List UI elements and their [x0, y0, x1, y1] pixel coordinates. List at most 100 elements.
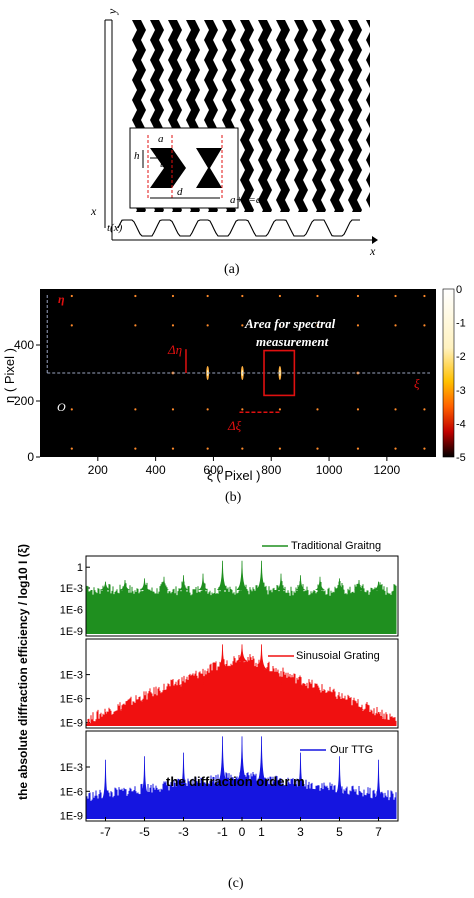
c-y-axis-title: the absolute diffraction efficiency / lo… — [16, 543, 30, 800]
x-tick-label: 600 — [203, 463, 223, 477]
colorbar-tick-label: -5 — [456, 452, 466, 464]
diffraction-peak — [256, 644, 267, 670]
x-tick-label: -1 — [217, 825, 228, 839]
spectral-spot — [394, 447, 397, 450]
spectrum-noise-fill — [86, 581, 397, 634]
spectral-spot — [171, 408, 175, 411]
spectral-spot — [316, 324, 319, 327]
x-tick-label: 1000 — [316, 463, 343, 477]
grating-figure — [104, 19, 378, 244]
diffraction-peak — [139, 699, 150, 702]
spectral-spot — [278, 324, 282, 327]
panel-a-label: (a) — [224, 262, 240, 277]
spectral-spot — [356, 408, 360, 411]
y-tick-label: 1E-9 — [60, 718, 83, 730]
diffraction-peak — [158, 576, 170, 590]
xi-marker: ξ — [414, 376, 420, 391]
colorbar-tick-label: 0 — [456, 284, 462, 296]
diffraction-chart: 1 1E-3 1E-6 1E-9 1E-3 1E-6 1E-9 1E-3 1E-6 1E-9 -7 -… — [60, 545, 399, 839]
y-tick-label: 1E-3 — [60, 762, 83, 774]
diffraction-peak — [119, 579, 131, 590]
x-tick-label: 200 — [88, 463, 108, 477]
panel-b-label: (b) — [225, 490, 242, 505]
diffraction-peak — [353, 579, 365, 590]
spectral-spot — [394, 294, 397, 298]
inset-h-label: h — [134, 150, 140, 162]
x-axis-title: ξ ( Pixel ) — [207, 468, 261, 483]
eta-marker: η — [58, 292, 65, 306]
x-tick-label: -3 — [178, 825, 189, 839]
x-tick-label: 400 — [146, 463, 166, 477]
diffraction-peak — [197, 676, 209, 686]
y-tick-label: 1E-3 — [60, 583, 83, 595]
y-tick-label: 1E-6 — [60, 605, 83, 617]
y-tick-label: 1E-6 — [60, 694, 83, 706]
diffraction-peak — [295, 684, 306, 691]
spectrum-panel-frame — [85, 555, 399, 637]
diffraction-peak — [256, 560, 267, 590]
spectral-spot — [134, 294, 137, 298]
diffraction-peak — [275, 573, 287, 590]
spectral-spot — [241, 294, 244, 298]
spectral-spot — [171, 324, 175, 327]
y-tick-label: 1E-9 — [60, 811, 83, 823]
t-x-waveform — [117, 219, 360, 237]
origin-marker: O — [57, 400, 66, 414]
colorbar-tick-label: -2 — [456, 351, 466, 363]
diffraction-peak — [197, 573, 209, 590]
spectral-spot — [206, 324, 209, 327]
delta-eta-label: Δη — [168, 342, 183, 357]
legend-traditional: Traditional Graitng — [291, 540, 382, 552]
diffraction-peak — [139, 756, 150, 795]
spectral-spot — [171, 294, 175, 298]
diffraction-peak — [295, 575, 306, 590]
diffraction-peak — [314, 692, 326, 696]
spectral-spot — [316, 294, 319, 298]
diffraction-peak — [256, 736, 267, 784]
spectral-spot — [241, 447, 244, 450]
spectral-spot — [206, 447, 209, 450]
axis-x-left-label: x — [91, 204, 97, 218]
c-x-axis-title: the diffraction order m — [166, 774, 305, 789]
diffraction-peak — [373, 759, 384, 800]
diffraction-peak — [217, 560, 228, 590]
x-tick-label: 0 — [239, 825, 246, 839]
diffraction-peak — [275, 676, 287, 686]
x-tick-label: -7 — [100, 825, 111, 839]
diffraction-peak — [217, 644, 228, 670]
diffraction-peak — [236, 644, 248, 662]
diffraction-peak — [178, 684, 189, 691]
y-tick-label: 400 — [14, 338, 34, 352]
x-tick-label: 3 — [297, 825, 304, 839]
spectral-spot — [356, 447, 360, 450]
axis-x-label: x — [370, 244, 376, 258]
spectral-spot — [316, 408, 319, 411]
y-axis-title: η ( Pixel ) — [1, 348, 17, 403]
spectrum-heatmap: 200 400 600 800 1000 1200 0 200 400 0 -1 -2 -3 -4 -5 — [14, 284, 466, 477]
y-tick-label: 200 — [14, 394, 34, 408]
measurement-box — [263, 349, 296, 397]
spectral-spot — [278, 408, 282, 411]
diffraction-peak — [217, 736, 228, 784]
spectral-spot — [70, 294, 73, 298]
panel-c: 1 1E-3 1E-6 1E-9 1E-3 1E-6 1E-9 1E-3 1E-6 1E-9 -7 -… — [0, 526, 474, 898]
spectral-spot — [241, 408, 244, 411]
diffraction-peak — [334, 699, 345, 702]
axis-y-label: y — [105, 8, 120, 15]
spectral-spot — [423, 294, 426, 298]
spectral-spot — [356, 294, 360, 298]
spectrum-noise-fill — [86, 654, 397, 726]
spectrum-noise-fill — [86, 772, 397, 819]
diffraction-peak — [236, 736, 248, 781]
diffraction-peak — [100, 581, 111, 590]
spectral-spot — [278, 447, 282, 450]
x-tick-label: 1200 — [374, 463, 401, 477]
spectral-spot — [70, 447, 73, 450]
colorbar-tick-label: -4 — [456, 418, 466, 430]
diffraction-peak — [139, 578, 150, 590]
diffraction-peak — [373, 711, 384, 718]
y-tick-label: 1E-9 — [60, 626, 83, 638]
colorbar-tick-label: -1 — [456, 318, 466, 330]
spectral-spot — [316, 447, 319, 450]
y-tick-label: 1E-6 — [60, 786, 83, 798]
